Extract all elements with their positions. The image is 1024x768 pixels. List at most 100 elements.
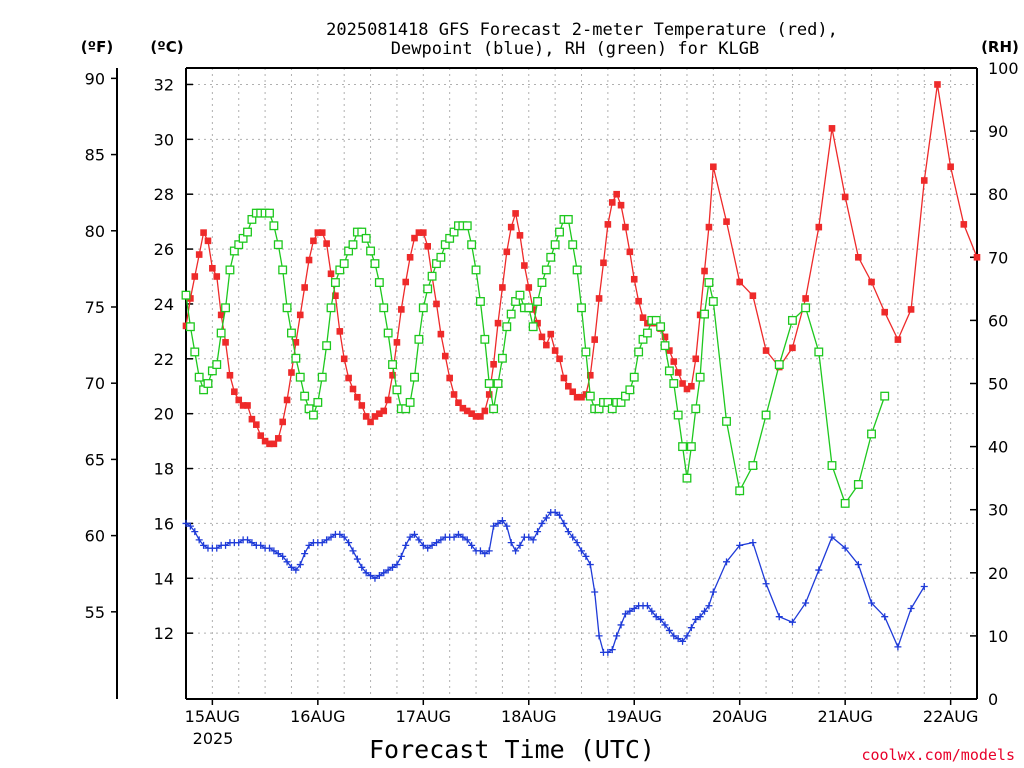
data-point-marker bbox=[468, 410, 475, 417]
data-point-marker bbox=[665, 626, 673, 634]
data-point-marker bbox=[542, 514, 550, 522]
data-point-marker bbox=[204, 237, 212, 245]
data-point-marker bbox=[402, 278, 410, 286]
data-point-marker bbox=[336, 530, 344, 538]
data-point-marker bbox=[622, 223, 629, 231]
celsius-tick-label: 18 bbox=[154, 460, 174, 479]
credit-text: coolwx.com/models bbox=[861, 746, 1015, 764]
data-point-marker bbox=[243, 227, 252, 237]
data-point-marker bbox=[710, 163, 717, 171]
data-point-marker bbox=[481, 407, 489, 415]
data-point-marker bbox=[674, 635, 682, 643]
data-point-marker bbox=[213, 544, 221, 552]
data-point-marker bbox=[283, 558, 291, 566]
x-axis-title: Forecast Time (UTC) bbox=[369, 735, 655, 764]
data-point-marker bbox=[669, 379, 679, 388]
data-point-marker bbox=[446, 374, 453, 382]
data-point-marker bbox=[499, 284, 506, 291]
data-point-marker bbox=[494, 319, 502, 327]
celsius-tick-label: 12 bbox=[154, 624, 174, 643]
data-point-marker bbox=[485, 391, 493, 398]
fahrenheit-tick-label: 55 bbox=[85, 603, 105, 622]
data-point-marker bbox=[345, 374, 352, 382]
data-point-marker bbox=[361, 233, 371, 243]
data-point-marker bbox=[305, 256, 313, 264]
data-point-marker bbox=[573, 539, 581, 547]
data-point-marker bbox=[626, 248, 634, 256]
data-point-marker bbox=[195, 536, 203, 544]
data-point-marker bbox=[639, 314, 647, 321]
data-point-marker bbox=[656, 322, 666, 332]
data-point-marker bbox=[560, 519, 568, 527]
data-point-marker bbox=[635, 297, 642, 305]
data-point-marker bbox=[692, 355, 700, 363]
data-point-marker bbox=[484, 379, 494, 388]
data-point-marker bbox=[392, 385, 402, 395]
data-point-marker bbox=[493, 379, 503, 388]
data-point-marker bbox=[801, 303, 811, 313]
data-point-marker bbox=[185, 322, 195, 332]
fahrenheit-tick-label: 75 bbox=[85, 298, 105, 317]
data-point-marker bbox=[367, 418, 374, 426]
data-point-marker bbox=[642, 328, 652, 338]
data-point-marker bbox=[604, 221, 612, 228]
celsius-tick-label: 14 bbox=[154, 569, 174, 588]
data-point-marker bbox=[266, 440, 273, 448]
data-point-marker bbox=[543, 341, 550, 349]
x-tick-label: 17AUG bbox=[396, 707, 451, 726]
data-point-marker bbox=[353, 555, 361, 563]
data-point-marker bbox=[388, 360, 397, 370]
celsius-tick-label: 22 bbox=[154, 350, 174, 369]
data-point-marker bbox=[244, 536, 252, 544]
data-point-marker bbox=[613, 190, 620, 198]
data-point-marker bbox=[217, 311, 225, 319]
data-point-marker bbox=[226, 371, 234, 379]
data-point-marker bbox=[310, 237, 317, 245]
data-point-marker bbox=[666, 347, 673, 354]
data-point-marker bbox=[679, 380, 686, 387]
data-point-marker bbox=[568, 240, 578, 250]
fahrenheit-tick-label: 70 bbox=[85, 374, 105, 393]
data-point-marker bbox=[419, 541, 427, 549]
data-point-marker bbox=[704, 278, 714, 287]
data-point-marker bbox=[406, 254, 414, 261]
celsius-unit-label: (ºC) bbox=[150, 38, 183, 56]
data-point-marker bbox=[471, 265, 481, 275]
x-tick-label: 15AUG bbox=[185, 707, 240, 726]
series-line bbox=[185, 84, 978, 445]
data-point-marker bbox=[788, 618, 796, 626]
rh-tick-label: 50 bbox=[988, 375, 1008, 394]
data-point-marker bbox=[318, 229, 326, 236]
data-point-marker bbox=[934, 81, 941, 88]
data-point-marker bbox=[420, 229, 427, 236]
data-point-marker bbox=[556, 355, 563, 363]
data-point-marker bbox=[371, 413, 379, 420]
rh-tick-label: 40 bbox=[988, 438, 1008, 457]
celsius-tick-label: 30 bbox=[154, 130, 174, 149]
data-point-marker bbox=[709, 588, 717, 596]
data-point-marker bbox=[384, 566, 392, 574]
data-point-marker bbox=[463, 407, 471, 415]
data-point-marker bbox=[410, 372, 419, 382]
data-point-marker bbox=[441, 352, 449, 360]
data-point-marker bbox=[497, 353, 507, 363]
data-point-marker bbox=[595, 632, 603, 640]
data-point-marker bbox=[405, 397, 415, 407]
data-point-marker bbox=[257, 541, 265, 549]
chart-title: 2025081418 GFS Forecast 2-meter Temperat… bbox=[326, 20, 838, 40]
data-point-marker bbox=[221, 303, 230, 313]
data-point-marker bbox=[802, 295, 809, 302]
data-point-marker bbox=[191, 528, 199, 536]
data-point-marker bbox=[257, 432, 265, 439]
data-point-marker bbox=[292, 339, 300, 346]
fahrenheit-tick-label: 80 bbox=[85, 222, 105, 241]
data-point-marker bbox=[525, 284, 533, 291]
data-point-marker bbox=[463, 536, 471, 544]
data-point-marker bbox=[591, 336, 598, 343]
data-point-marker bbox=[301, 284, 308, 291]
data-point-marker bbox=[626, 607, 634, 615]
data-point-marker bbox=[708, 297, 718, 306]
data-point-marker bbox=[679, 637, 687, 645]
data-point-marker bbox=[349, 385, 357, 393]
